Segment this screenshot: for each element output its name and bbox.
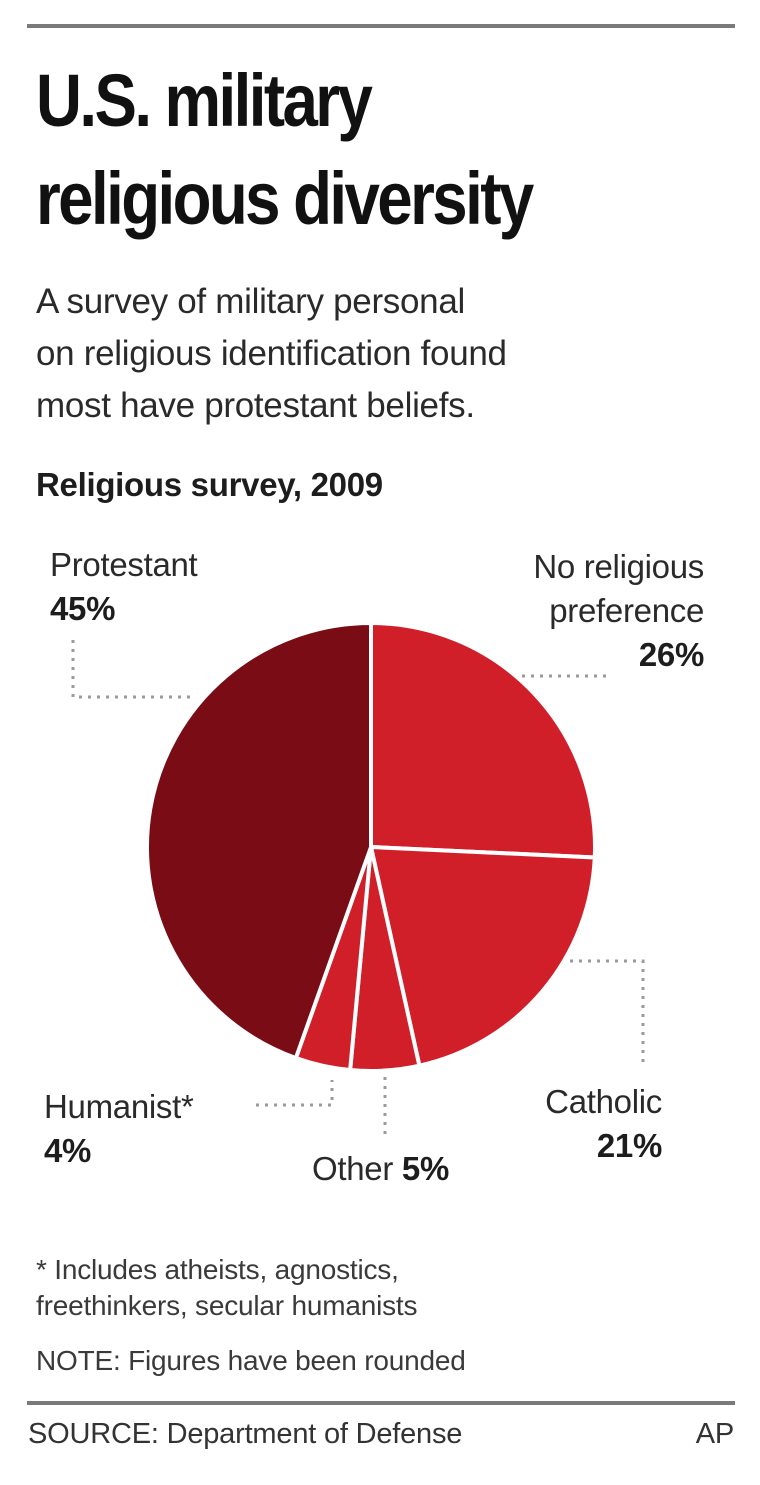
rounding-note: NOTE: Figures have been rounded [36, 1345, 466, 1376]
label-catholic-pct: 21% [596, 1127, 662, 1164]
pie-slice-protestant [145, 621, 373, 1061]
footnote-line-1: * Includes atheists, agnostics, [36, 1254, 399, 1285]
leader-catholic [570, 959, 645, 1062]
label-protestant: Protestant 45% [50, 543, 198, 631]
label-catholic: Catholic 21% [545, 1080, 662, 1168]
label-humanist: Humanist* 4% [44, 1085, 194, 1173]
label-no-preference-line2: preference [549, 592, 704, 629]
label-other: Other 5% [312, 1147, 449, 1191]
label-catholic-name: Catholic [545, 1083, 662, 1120]
label-protestant-name: Protestant [50, 546, 198, 583]
label-other-name: Other [312, 1150, 394, 1187]
chart-subtitle: A survey of military personal on religio… [36, 282, 507, 425]
pie-slice-no-religious-preference [369, 621, 597, 860]
footnote-line-2: freethinkers, secular humanists [36, 1290, 418, 1321]
leader-protestant [71, 640, 196, 699]
leader-lines [71, 640, 645, 1135]
label-no-preference-line1: No religious [533, 548, 704, 585]
source-text: SOURCE: Department of Defense [28, 1418, 463, 1450]
bottom-rule [27, 1401, 735, 1405]
title-line-1: U.S. military [36, 59, 373, 142]
chart-heading: Religious survey, 2009 [36, 466, 383, 503]
chart-title: U.S. military religious diversity [36, 52, 534, 248]
label-no-preference-pct: 26% [638, 636, 704, 673]
footnote: * Includes atheists, agnostics, freethin… [36, 1252, 418, 1324]
credit-text: AP [695, 1418, 734, 1450]
pie-slices [145, 621, 597, 1073]
label-protestant-pct: 45% [50, 590, 116, 627]
leader-humanist [256, 1080, 334, 1107]
label-other-pct: 5% [401, 1150, 450, 1187]
label-no-preference: No religious preference 26% [533, 545, 704, 677]
label-humanist-name: Humanist* [44, 1088, 194, 1125]
label-humanist-pct: 4% [44, 1132, 92, 1169]
pie-slice-catholic [369, 845, 597, 1068]
top-rule [27, 24, 735, 28]
title-line-2: religious diversity [36, 157, 534, 240]
